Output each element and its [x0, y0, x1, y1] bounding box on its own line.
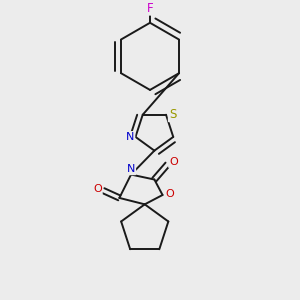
Text: S: S [169, 108, 176, 121]
Text: O: O [93, 184, 102, 194]
Text: O: O [169, 157, 178, 167]
Text: O: O [166, 188, 174, 199]
Text: N: N [126, 132, 134, 142]
Text: N: N [127, 164, 135, 174]
Text: F: F [147, 2, 153, 15]
